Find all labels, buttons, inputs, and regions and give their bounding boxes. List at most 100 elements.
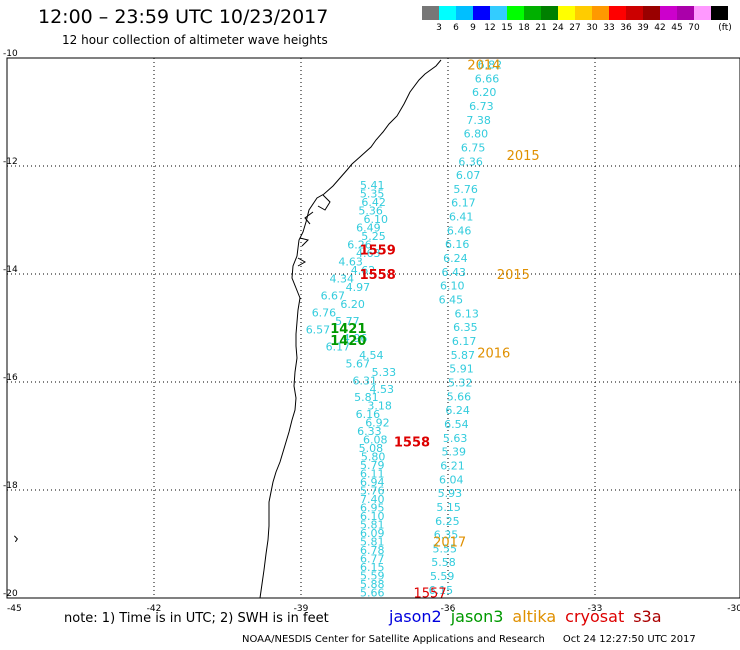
altika-time-label: 2014	[467, 58, 500, 73]
wave-height-label: 5.87	[451, 349, 476, 362]
wave-height-label: 6.92	[365, 417, 390, 430]
legend-swatch	[677, 6, 694, 20]
wave-height-label: 4.62	[351, 264, 376, 277]
legend-swatch	[558, 6, 575, 20]
island-mark	[13, 535, 18, 543]
timestamp: Oct 24 12:27:50 UTC 2017	[562, 634, 696, 645]
lat-tick-label: -14	[3, 265, 18, 275]
footer-note: note: 1) Time is in UTC; 2) SWH is in fe…	[64, 611, 329, 626]
wave-height-label: 5.15	[436, 501, 461, 514]
wave-height-label: 5.76	[360, 485, 385, 498]
legend-swatch	[422, 6, 439, 20]
map-title: 12:00 – 23:59 UTC 10/23/2017	[38, 6, 329, 28]
wave-height-label: 6.31	[353, 374, 378, 387]
lat-tick-label: -10	[3, 49, 18, 59]
wave-height-label: 6.10	[363, 213, 388, 226]
satellite-jason2: jason2	[389, 607, 442, 626]
legend-swatch	[643, 6, 660, 20]
wave-height-label: 3.18	[367, 400, 392, 413]
legend-label: 39	[637, 23, 649, 33]
altika-time-label: 2017	[433, 535, 466, 550]
wave-height-label: 6.21	[440, 459, 465, 472]
map-subtitle: 12 hour collection of altimeter wave hei…	[62, 33, 328, 47]
coastline-detail	[297, 194, 331, 267]
legend-swatch	[490, 6, 507, 20]
wave-height-label: 5.33	[372, 366, 397, 379]
coastline	[259, 59, 442, 599]
wave-height-label: 6.35	[434, 529, 459, 542]
satellite-cryosat: cryosat	[565, 607, 625, 626]
lon-tick-label: -42	[147, 604, 162, 614]
wave-height-label: 6.46	[447, 224, 472, 237]
wave-height-label: 4.97	[346, 281, 371, 294]
lon-tick-label: -39	[294, 604, 309, 614]
wave-height-label: 6.35	[453, 321, 478, 334]
lat-tick-label: -20	[3, 589, 18, 599]
wave-height-label: 6.66	[475, 72, 500, 85]
wave-height-label: 6.26	[347, 238, 372, 251]
legend-label: 45	[671, 23, 683, 33]
wave-height-label: 6.13	[454, 307, 479, 320]
credit-text: NOAA/NESDIS Center for Satellite Applica…	[242, 634, 545, 645]
wave-height-label: 6.67	[321, 289, 346, 302]
wave-height-label: 6.54	[444, 418, 469, 431]
wave-height-label: 6.08	[363, 434, 388, 447]
wave-height-label: 6.49	[356, 221, 381, 234]
wave-height-label: 6.04	[439, 473, 464, 486]
wave-height-label: 6.45	[439, 294, 464, 307]
satellite-jason3: jason3	[450, 607, 504, 626]
lon-tick-label: -36	[441, 604, 456, 614]
legend-swatch	[660, 6, 677, 20]
wave-height-label: 5.36	[358, 204, 383, 217]
wave-height-label: 4.96	[343, 332, 368, 345]
wave-height-label: 5.67	[346, 357, 371, 370]
legend-unit: (ft)	[718, 23, 732, 33]
wave-height-label: 6.09	[360, 527, 385, 540]
wave-height-label: 5.66	[447, 390, 472, 403]
wave-height-label: 6.20	[472, 86, 497, 99]
wave-height-label: 5.59	[360, 570, 385, 583]
wave-height-label: 6.17	[452, 335, 477, 348]
altika-time-label: 2015	[497, 268, 530, 283]
wave-height-label: 6.10	[360, 510, 385, 523]
wave-height-label: 5.81	[360, 536, 385, 549]
altika-time-label: 2015	[507, 149, 540, 164]
satellite-altika: altika	[512, 607, 557, 626]
wave-height-label: 6.80	[464, 128, 489, 141]
wave-height-label: 6.24	[445, 404, 470, 417]
altika-time-label: 2016	[477, 346, 510, 361]
lat-tick-label: -12	[3, 157, 18, 167]
wave-height-label: 6.10	[440, 280, 465, 293]
legend-swatch	[456, 6, 473, 20]
wave-height-label: 5.76	[453, 183, 478, 196]
wave-height-label: 5.66	[360, 587, 385, 600]
satellite-legend: jason2 jason3 altika cryosat s3a	[389, 607, 671, 626]
legend-label: 18	[518, 23, 530, 33]
wave-height-label: 5.08	[359, 442, 384, 455]
wave-height-label: 6.42	[361, 196, 386, 209]
legend-swatch	[541, 6, 558, 20]
cryosat-time-label: 1559	[360, 244, 396, 259]
wave-height-label: 6.16	[445, 238, 470, 251]
wave-height-label: 6.36	[458, 155, 483, 168]
legend-label: 36	[620, 23, 632, 33]
legend-label: 30	[586, 23, 598, 33]
wave-height-label: 6.15	[360, 561, 385, 574]
wave-height-label: 6.41	[449, 211, 474, 224]
wave-height-label: 6.20	[340, 298, 365, 311]
wave-height-label: 5.91	[449, 363, 474, 376]
legend-label: 6	[453, 23, 459, 33]
wave-height-label: 4.34	[329, 272, 354, 285]
wave-height-label: 6.07	[456, 169, 481, 182]
wave-height-label: 6.17	[451, 197, 476, 210]
wave-height-label: 4.54	[359, 349, 384, 362]
legend-label: 15	[501, 23, 513, 33]
legend-label: 3	[436, 23, 442, 33]
wave-height-label: 5.59	[430, 570, 455, 583]
wave-height-label: 6.24	[443, 252, 468, 265]
legend-label: 42	[654, 23, 666, 33]
lat-tick-label: -18	[3, 481, 18, 491]
wave-height-label: 6.43	[441, 266, 466, 279]
legend-swatch	[694, 6, 711, 20]
legend-swatch	[439, 6, 456, 20]
